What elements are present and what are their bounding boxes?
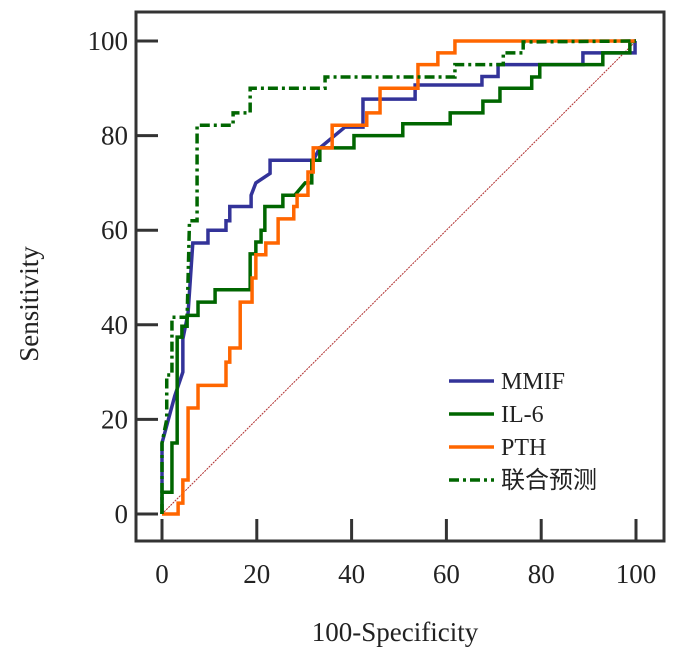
x-tick-label: 40 bbox=[338, 559, 365, 589]
reference-line-group bbox=[161, 40, 637, 515]
series-line-2 bbox=[162, 39, 636, 516]
y-tick-label: 40 bbox=[101, 310, 128, 340]
series-line-0 bbox=[160, 39, 637, 514]
y-tick-label: 0 bbox=[115, 499, 129, 529]
series-group bbox=[160, 39, 637, 516]
reference-diagonal-line bbox=[161, 40, 637, 515]
y-tick-label: 80 bbox=[101, 121, 128, 151]
y-tick-label: 20 bbox=[101, 404, 128, 434]
x-tick-label: 20 bbox=[243, 559, 270, 589]
legend-label-3: 联合预测 bbox=[501, 467, 597, 494]
plot-frame bbox=[134, 10, 666, 543]
y-tick-label: 100 bbox=[88, 26, 129, 56]
x-tick-label: 80 bbox=[528, 559, 555, 589]
series-line-1 bbox=[160, 39, 637, 514]
x-tick-label: 0 bbox=[155, 559, 169, 589]
legend-label-0: MMIF bbox=[501, 369, 565, 395]
legend-label-1: IL-6 bbox=[501, 402, 544, 428]
series-line-3 bbox=[160, 39, 637, 514]
y-axis-label: Sensitivity bbox=[14, 246, 44, 362]
legend-label-2: PTH bbox=[501, 435, 546, 461]
y-tick-label: 60 bbox=[101, 215, 128, 245]
x-tick-label: 60 bbox=[433, 559, 460, 589]
legend: MMIF IL-6 PTH 联合预测 bbox=[449, 369, 597, 494]
x-axis: 0 20 40 60 80 100 bbox=[155, 519, 656, 589]
x-tick-label: 100 bbox=[616, 559, 657, 589]
x-axis-label: 100-Specificity bbox=[312, 617, 479, 647]
y-axis: 0 20 40 60 80 100 bbox=[88, 26, 158, 529]
